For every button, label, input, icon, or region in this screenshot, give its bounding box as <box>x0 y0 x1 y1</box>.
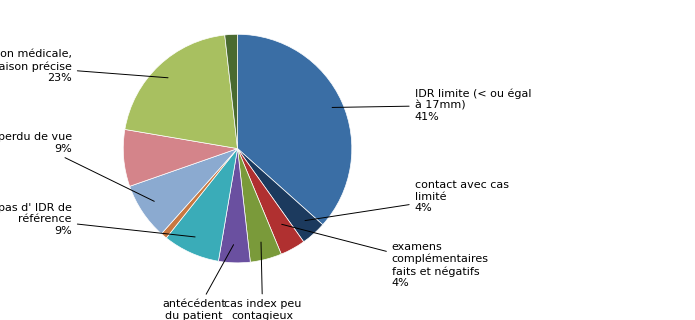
Text: pas d' IDR de
référence
9%: pas d' IDR de référence 9% <box>0 203 195 237</box>
Wedge shape <box>166 148 238 261</box>
Text: examens
complémentaires
faits et négatifs
4%: examens complémentaires faits et négatif… <box>281 224 489 288</box>
Text: cas index peu
contagieux
5%: cas index peu contagieux 5% <box>224 242 302 320</box>
Wedge shape <box>161 148 238 238</box>
Wedge shape <box>224 34 238 148</box>
Wedge shape <box>238 148 322 242</box>
Wedge shape <box>238 148 281 262</box>
Text: décision médicale,
sans raison précise
23%: décision médicale, sans raison précise 2… <box>0 49 168 83</box>
Wedge shape <box>123 129 238 186</box>
Text: contact avec cas
limité
4%: contact avec cas limité 4% <box>305 180 509 220</box>
Wedge shape <box>218 148 250 263</box>
Text: IDR limite (< ou égal
à 17mm)
41%: IDR limite (< ou égal à 17mm) 41% <box>332 88 531 122</box>
Wedge shape <box>238 34 352 225</box>
Text: antécédent
du patient
5%: antécédent du patient 5% <box>162 245 234 320</box>
Wedge shape <box>238 148 304 254</box>
Wedge shape <box>125 35 238 148</box>
Text: perdu de vue
9%: perdu de vue 9% <box>0 132 154 201</box>
Wedge shape <box>130 148 238 234</box>
